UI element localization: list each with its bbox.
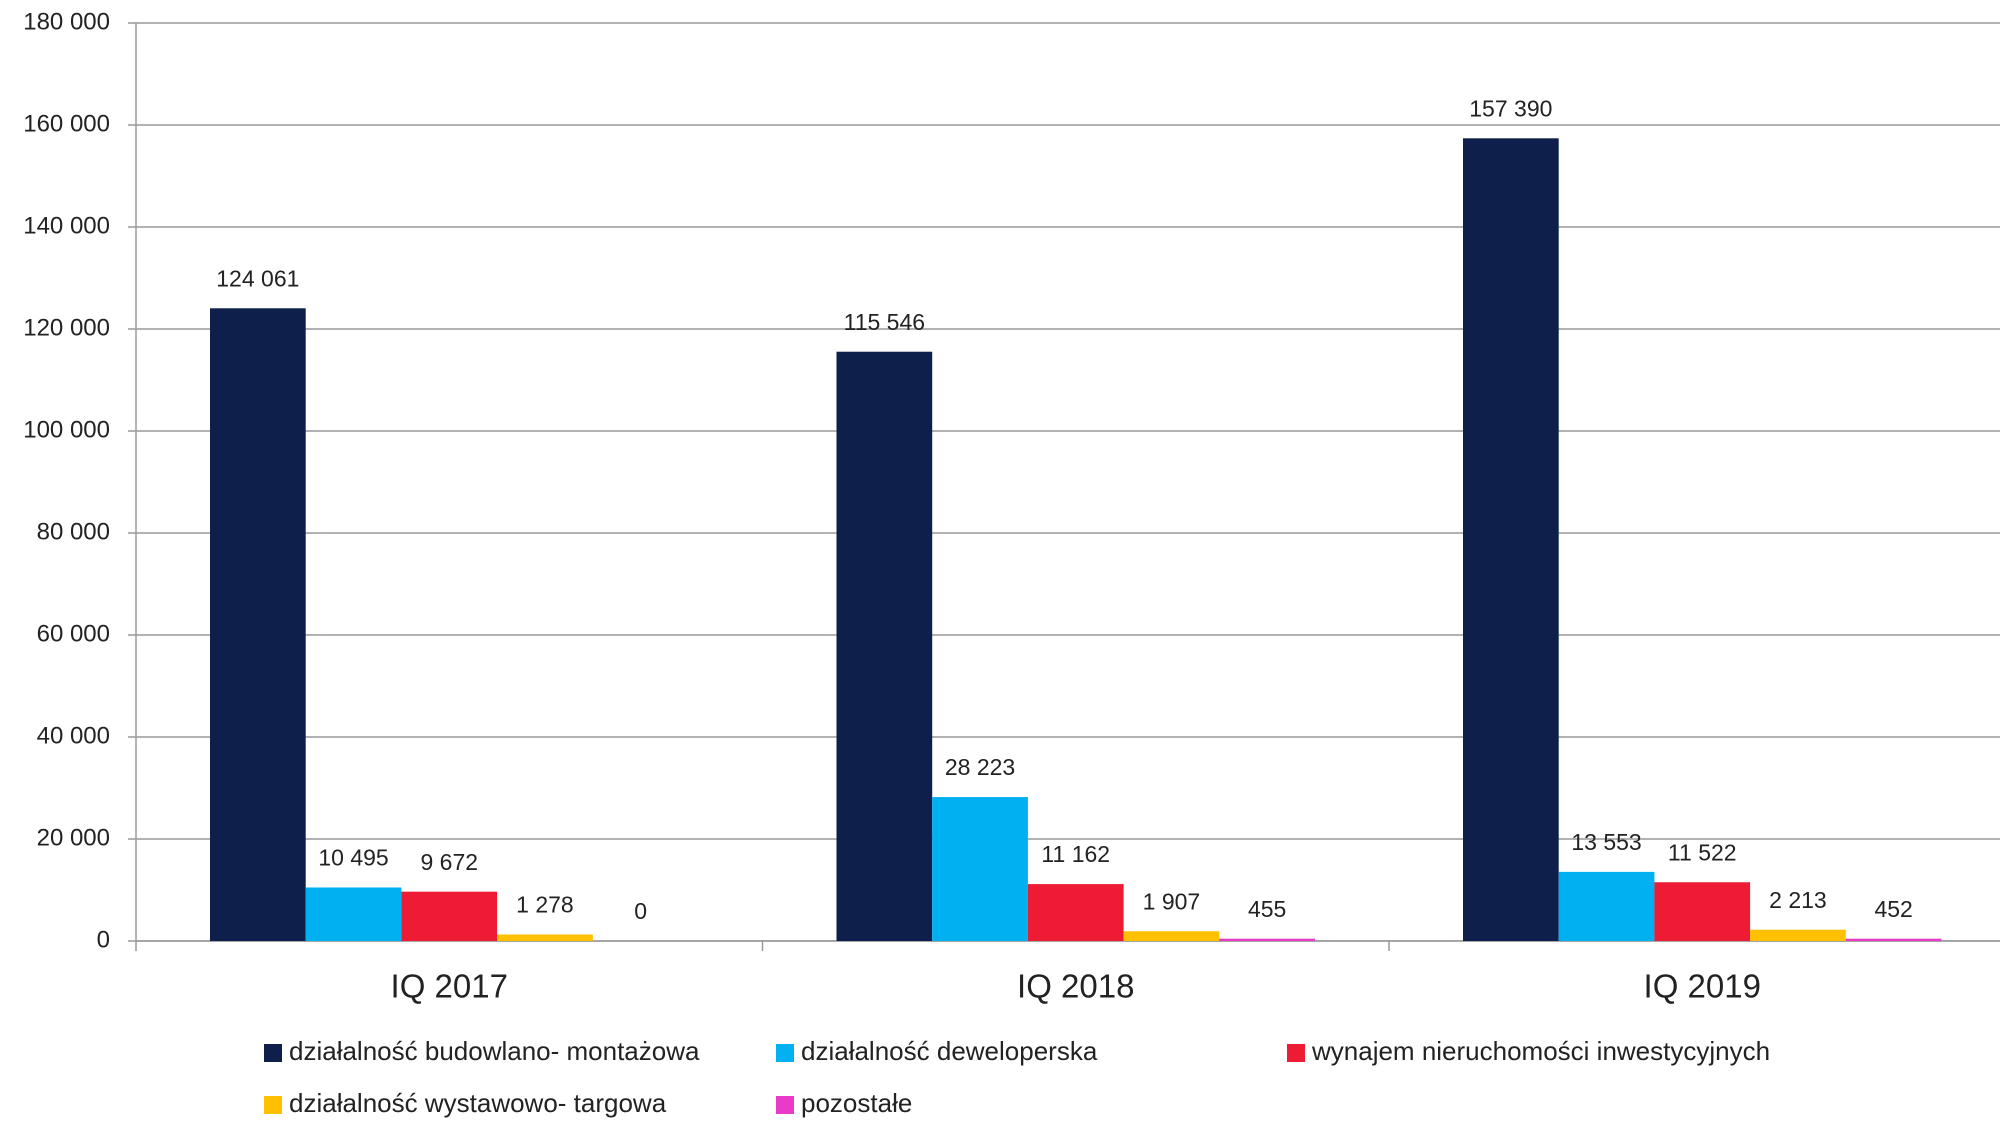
y-tick-label: 140 000 (23, 212, 110, 239)
value-label: 2 213 (1769, 887, 1827, 913)
legend-label: działalność deweloperska (801, 1036, 1098, 1066)
bar (1845, 938, 1942, 941)
y-tick-label: 120 000 (23, 314, 110, 341)
value-label: 455 (1248, 896, 1286, 922)
x-tick-label: IQ 2018 (1017, 968, 1134, 1005)
y-tick-label: 20 000 (37, 824, 110, 851)
bar (1123, 931, 1220, 941)
bar (1654, 882, 1751, 941)
value-label: 28 223 (945, 754, 1015, 780)
legend-swatch (264, 1096, 282, 1114)
value-label: 115 546 (844, 309, 925, 335)
bar (836, 351, 933, 941)
y-tick-label: 160 000 (23, 110, 110, 137)
value-label: 10 495 (318, 845, 388, 871)
value-label: 11 162 (1041, 841, 1110, 867)
bar (401, 891, 498, 941)
value-label: 0 (634, 898, 647, 924)
bar (1219, 938, 1315, 941)
y-tick-label: 0 (97, 926, 110, 953)
bar (305, 887, 402, 941)
legend-swatch (776, 1096, 794, 1114)
value-label: 452 (1874, 896, 1912, 922)
value-label: 9 672 (420, 849, 478, 875)
bar (932, 797, 1028, 941)
y-tick-label: 180 000 (23, 8, 110, 35)
x-tick-label: IQ 2019 (1644, 968, 1761, 1005)
y-tick-label: 80 000 (37, 518, 110, 545)
value-label: 124 061 (216, 265, 299, 291)
y-tick-label: 100 000 (23, 416, 110, 443)
legend-label: działalność wystawowo- targowa (289, 1088, 667, 1118)
value-label: 1 907 (1143, 888, 1201, 914)
y-tick-label: 40 000 (37, 722, 110, 749)
legend-label: działalność budowlano- montażowa (289, 1036, 700, 1066)
value-label: 157 390 (1469, 95, 1552, 121)
value-label: 13 553 (1571, 829, 1641, 855)
bar (497, 934, 593, 941)
legend-swatch (776, 1044, 794, 1062)
bar (1750, 929, 1846, 941)
legend-label: wynajem nieruchomości inwestycyjnych (1311, 1036, 1770, 1066)
legend-swatch (264, 1044, 282, 1062)
bar (1463, 138, 1559, 941)
legend-swatch (1287, 1044, 1305, 1062)
value-label: 1 278 (516, 892, 574, 918)
x-tick-label: IQ 2017 (391, 968, 508, 1005)
bar (1027, 884, 1124, 941)
value-label: 11 522 (1668, 839, 1737, 865)
bar (210, 308, 306, 941)
legend-label: pozostałe (801, 1088, 912, 1118)
bar (1558, 871, 1655, 941)
y-tick-label: 60 000 (37, 620, 110, 647)
